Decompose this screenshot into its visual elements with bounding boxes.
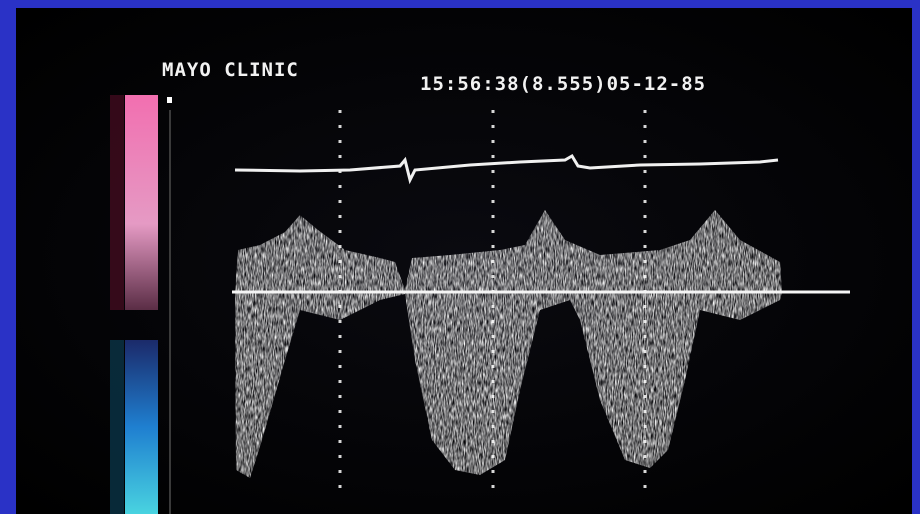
ecg-trace <box>234 153 779 185</box>
reverse-flow-spectrum <box>235 292 782 478</box>
color-scale-negative <box>125 340 158 514</box>
color-scale-positive <box>125 95 158 310</box>
clinic-label: MAYO CLINIC <box>162 59 299 81</box>
scale-marker <box>167 97 172 103</box>
timestamp: 15:56:38(8.555)05-12-85 <box>420 73 706 95</box>
color-scale-shadow <box>110 95 124 310</box>
color-scale-shadow <box>110 340 124 514</box>
forward-flow-spectrum <box>235 210 782 292</box>
